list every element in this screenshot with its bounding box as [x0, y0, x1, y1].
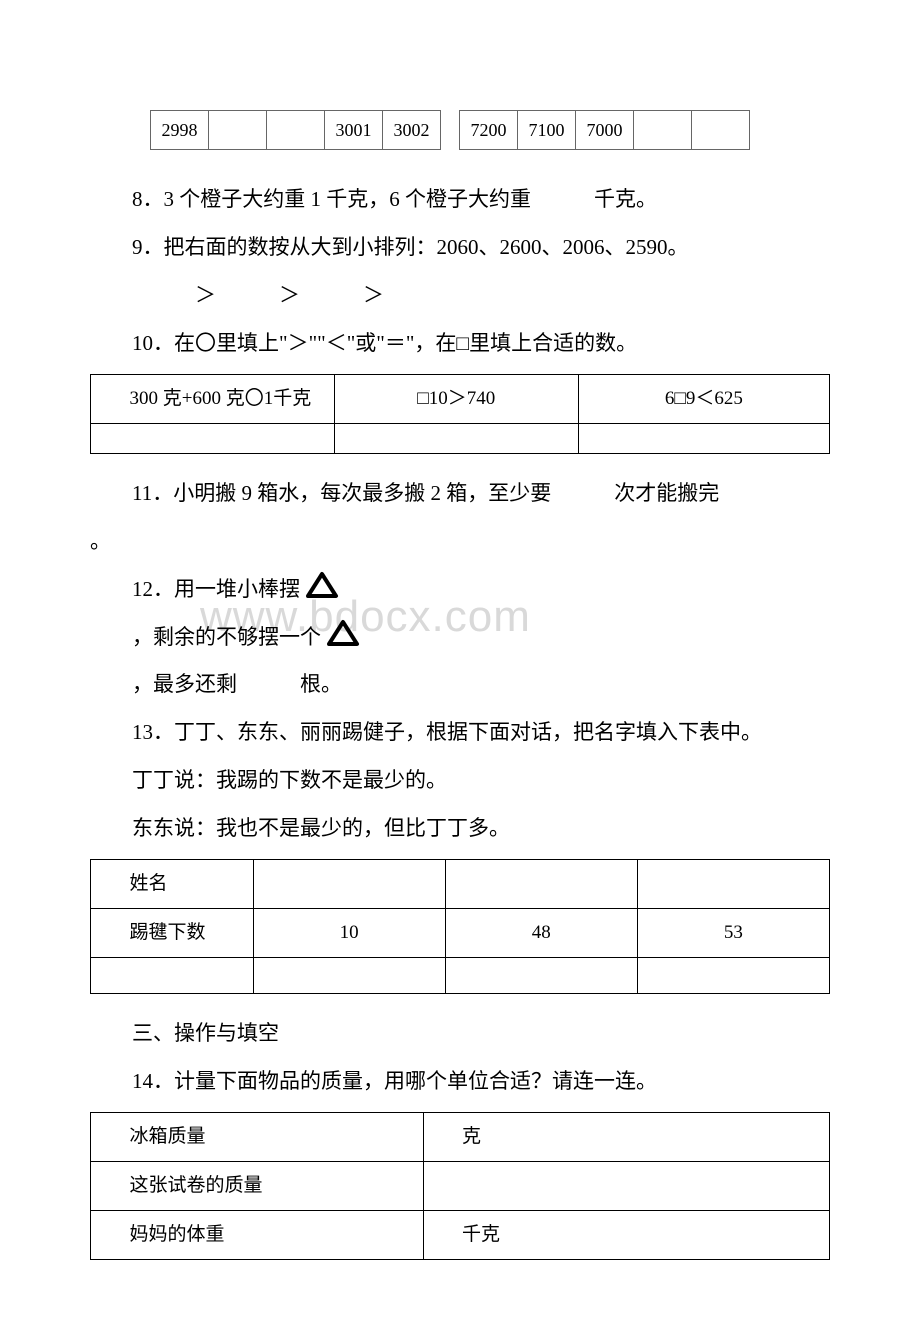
q14-unit: 克 [423, 1112, 829, 1161]
seq2-cell: 7200 [460, 111, 518, 150]
q12-l1: 12．用一堆小棒摆 [132, 577, 300, 601]
q13-name-blank [637, 859, 829, 908]
q14-unit [423, 1162, 829, 1211]
question-13-table: 姓名 踢毽下数 10 48 53 [90, 859, 830, 994]
q12-l3b: 根。 [300, 672, 342, 696]
sequence-table-1: 2998 3001 3002 [150, 110, 441, 150]
q10-cell: 6□9＜625 [578, 374, 829, 423]
q13-count-cell: 48 [445, 909, 637, 958]
question-9-line1: 9．把右面的数按从大到小排列：2060、2600、2006、2590。 [90, 228, 830, 268]
triangle-icon [305, 571, 339, 599]
q14-item: 这张试卷的质量 [91, 1162, 424, 1211]
sequence-table-2: 7200 7100 7000 [459, 110, 750, 150]
q11-tail: 。 [90, 522, 830, 562]
q13-prompt-text: 13．丁丁、东东、丽丽踢健子，根据下面对话，把名字填入下表中。 [132, 720, 762, 744]
q10-cell-empty [91, 423, 335, 453]
question-12-line1: 12．用一堆小棒摆 [90, 570, 830, 610]
q11-text-a: 11．小明搬 9 箱水，每次最多搬 2 箱，至少要 [132, 481, 551, 505]
seq1-cell: 3001 [325, 111, 383, 150]
q13-count-cell: 10 [253, 909, 445, 958]
q13-name-blank [445, 859, 637, 908]
seq2-cell: 7100 [518, 111, 576, 150]
q11-text-b: 次才能搬完 [614, 481, 719, 505]
q13-empty [253, 958, 445, 994]
question-9-line2: ＞ ＞ ＞ [195, 276, 830, 316]
question-8: 8．3 个橙子大约重 1 千克，6 个橙子大约重 千克。 [90, 180, 830, 220]
q13-empty [445, 958, 637, 994]
seq2-cell [634, 111, 692, 150]
question-14-prompt: 14．计量下面物品的质量，用哪个单位合适？请连一连。 [90, 1062, 830, 1102]
section-3-heading: 三、操作与填空 [90, 1014, 830, 1054]
seq1-cell [209, 111, 267, 150]
q12-l3a: ，最多还剩 [132, 672, 237, 696]
q13-count-header: 踢毽下数 [91, 909, 254, 958]
q8-text-b: 千克。 [594, 187, 657, 211]
seq2-cell [692, 111, 750, 150]
question-12-line2: ，剩余的不够摆一个 [90, 618, 830, 658]
q13-s2: 东东说：我也不是最少的，但比丁丁多。 [90, 809, 830, 849]
q13-s1: 丁丁说：我踢的下数不是最少的。 [90, 761, 830, 801]
q10-cell-empty [578, 423, 829, 453]
q14-item: 妈妈的体重 [91, 1211, 424, 1260]
q13-name-header: 姓名 [91, 859, 254, 908]
question-10-table: 300 克+600 克〇1千克 □10＞740 6□9＜625 [90, 374, 830, 454]
seq1-cell [267, 111, 325, 150]
q10-cell: □10＞740 [334, 374, 578, 423]
seq2-cell: 7000 [576, 111, 634, 150]
q14-item: 冰箱质量 [91, 1112, 424, 1161]
q13-empty [637, 958, 829, 994]
question-12-line3: ，最多还剩 根。 [90, 665, 830, 705]
q13-count-cell: 53 [637, 909, 829, 958]
q14-unit: 千克 [423, 1211, 829, 1260]
question-11: 11．小明搬 9 箱水，每次最多搬 2 箱，至少要 次才能搬完 [90, 474, 830, 514]
seq1-cell: 3002 [383, 111, 441, 150]
question-13-prompt: 13．丁丁、东东、丽丽踢健子，根据下面对话，把名字填入下表中。 [90, 713, 830, 753]
q13-empty [91, 958, 254, 994]
q13-name-blank [253, 859, 445, 908]
question-14-table: 冰箱质量 克 这张试卷的质量 妈妈的体重 千克 [90, 1112, 830, 1260]
q10-cell-empty [334, 423, 578, 453]
q10-cell: 300 克+600 克〇1千克 [91, 374, 335, 423]
triangle-icon [326, 619, 360, 647]
q8-text-a: 8．3 个橙子大约重 1 千克，6 个橙子大约重 [132, 187, 531, 211]
q12-l2: ，剩余的不够摆一个 [132, 625, 321, 649]
sequence-tables: 2998 3001 3002 7200 7100 7000 [150, 110, 830, 150]
seq1-cell: 2998 [151, 111, 209, 150]
question-10-prompt: 10．在〇里填上"＞""＜"或"＝"，在□里填上合适的数。 [90, 324, 830, 364]
